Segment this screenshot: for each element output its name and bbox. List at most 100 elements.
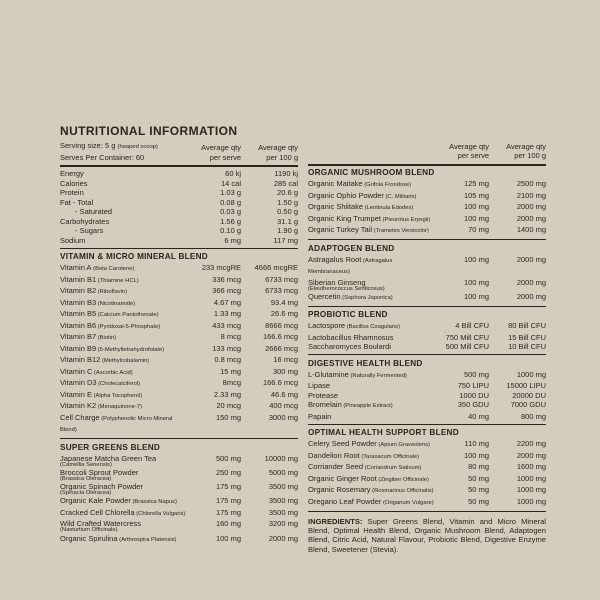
row-note: (Cholecalciferol) xyxy=(96,381,141,387)
table-row: Lipase 750 LIPU 15000 LIPU xyxy=(308,381,546,391)
section-title: VITAMIN & MICRO MINERAL BLEND xyxy=(60,252,208,261)
section: Energy 60 kj 1190 kj Calories 14 cal 285 cal P… xyxy=(60,169,298,245)
row-value-per-serve: 100 mg xyxy=(463,450,489,460)
right-column-header: Average qty per serve Average qty per 10… xyxy=(308,142,546,166)
row-value-per-serve: 105 mg xyxy=(463,190,489,200)
row-note: (Trametes Versicolor) xyxy=(372,228,429,234)
row-name: Lipase xyxy=(308,381,331,391)
table-row: Corriander Seed (Coriandrum Sativum) 80 m… xyxy=(308,462,546,474)
row-value-per-100g: 20.6 g xyxy=(277,188,298,197)
section: ORGANIC MUSHROOM BLEND Organic Maitake (G… xyxy=(308,168,546,237)
title-spacer xyxy=(308,124,546,142)
row-name: Corriander Seed (Coriandrum Sativum) xyxy=(308,462,422,472)
row-name: Celery Seed Powder (Apium Graveolens) xyxy=(308,439,430,449)
table-row: Organic Kale Powder (Brassica Napus) 175 … xyxy=(60,496,298,508)
section-title: SUPER GREENS BLEND xyxy=(60,442,161,452)
table-row: Broccoli Sprout Powder (Brassica Oleracea… xyxy=(60,468,298,482)
table-row: Bromelain (Pineapple Extract) 350 GDU 7000… xyxy=(308,400,546,412)
row-value-per-serve: 750 Mill CFU xyxy=(445,332,489,342)
row-value-per-serve: 350 GDU xyxy=(457,400,489,410)
row-note: (Arthrospira Platensis) xyxy=(117,536,177,543)
row-value-per-100g: 16 mcg xyxy=(273,355,298,364)
table-row: Vitamin B5 (Calcium Pantothenate) 1.33 mg… xyxy=(60,309,298,321)
table-row: Energy 60 kj 1190 kj xyxy=(60,169,298,179)
row-name: Lactobacillus Rhamnosus xyxy=(308,332,394,342)
section-rows: Lactospore (Bacillus Coagulans) 4 Bill CF… xyxy=(308,321,546,352)
row-value-per-serve: 110 mg xyxy=(464,439,489,449)
row-name: Wild Crafted Watercress (Nasturtium Offic… xyxy=(60,519,189,533)
section-divider xyxy=(308,423,546,425)
table-row: Organic Ginger Root (Zingiber Officinale… xyxy=(308,474,546,486)
table-row: Calories 14 cal 285 cal xyxy=(60,179,298,189)
row-value-per-100g: 6733 mcg xyxy=(265,286,298,295)
table-row: Vitamin D3 (Cholecalciferol) 8mcg 166.6 mc… xyxy=(60,378,298,390)
row-name: Vitamin B5 (Calcium Pantothenate) xyxy=(60,309,159,318)
row-value-per-serve: 366 mcg xyxy=(212,286,241,295)
left-column: NUTRITIONAL INFORMATION Serving size: 5 … xyxy=(60,124,298,554)
row-value-per-serve: 60 kj xyxy=(225,169,241,178)
row-name: Vitamin B7 (Biotin) xyxy=(60,332,117,341)
section: OPTIMAL HEALTH SUPPORT BLEND Celery Seed … xyxy=(308,428,546,508)
row-name: Sodium xyxy=(60,235,86,245)
row-value-per-serve: 100 mg xyxy=(463,202,489,211)
section-title: DIGESTIVE HEALTH BLEND xyxy=(308,358,423,368)
row-value-per-serve: 2.33 mg xyxy=(213,389,241,399)
row-name: Saccharomyces Boulardi xyxy=(308,342,391,352)
row-value-per-serve: 50 mg xyxy=(468,496,489,506)
row-note: (Pyridoxal-5-Phosphate) xyxy=(96,323,161,330)
row-note: (Biotin) xyxy=(96,335,117,341)
qty-per-100g-header: Average qty per 100 g xyxy=(506,141,546,161)
section-title: PROBIOTIC BLEND xyxy=(308,310,388,320)
row-note: (Coriandrum Sativum) xyxy=(363,465,422,472)
row-note: (Nasturtium Officinale) xyxy=(60,527,118,534)
row-value-per-100g: 46.6 mg xyxy=(270,389,298,399)
row-value-per-100g: 1.90 g xyxy=(277,226,298,235)
table-row: Vitamin B3 (Nicotinamide) 4.67 mg 93.4 mg xyxy=(60,298,298,310)
right-sections: ORGANIC MUSHROOM BLEND Organic Maitake (G… xyxy=(308,168,546,508)
row-name: Vitamin B2 (Riboflavin) xyxy=(60,286,128,295)
row-value-per-serve: 250 mg xyxy=(215,467,241,477)
row-note: (Pineapple Extract) xyxy=(341,403,393,410)
row-value-per-serve: 100 mg xyxy=(215,533,241,543)
row-value-per-serve: 8 mcg xyxy=(220,332,241,341)
row-note: (5-Methyltetrahydrofolate) xyxy=(96,346,165,353)
row-value-per-100g: 7000 GDU xyxy=(510,400,546,410)
table-row: Carbohydrates 1.56 g 31.1 g xyxy=(60,217,298,227)
table-row: Vitamin C (Ascorbic Acid) 15 mg 300 mg xyxy=(60,367,298,379)
row-value-per-100g: 285 cal xyxy=(273,178,298,188)
serves-per-container: Serves Per Container: 60 xyxy=(60,152,145,162)
row-name: Cell Charge (Polyphenolic Micro Mineral … xyxy=(60,412,173,434)
row-value-per-serve: 14 cal xyxy=(220,178,241,188)
row-value-per-100g: 1190 kj xyxy=(274,169,298,178)
row-name: Vitamin B12 (Methylcobalamin) xyxy=(60,355,150,364)
table-row: Sodium 6 mg 117 mg xyxy=(60,236,298,246)
serving-info: Serving size: 5 g (heaped scoop) Serves … xyxy=(60,141,189,162)
row-value-per-serve: 20 mcg xyxy=(216,401,241,410)
row-note: (Brassica Oleracea) xyxy=(60,475,112,482)
row-value-per-100g: 2000 mg xyxy=(516,213,546,223)
row-name: L-Glutamine (Naturally Fermented) xyxy=(308,369,407,379)
row-value-per-serve: 1.03 g xyxy=(220,188,241,197)
table-row: Protein 1.03 g 20.6 g xyxy=(60,188,298,198)
row-value-per-100g: 2000 mg xyxy=(516,277,546,287)
table-row: - Sugars 0.10 g 1.90 g xyxy=(60,226,298,236)
row-value-per-100g: 1600 mg xyxy=(516,462,546,472)
row-name: Vitamin K2 (Menaquinone-7) xyxy=(60,401,142,410)
row-name: Bromelain (Pineapple Extract) xyxy=(308,400,393,410)
section-title: OPTIMAL HEALTH SUPPORT BLEND xyxy=(308,428,459,438)
row-name: Vitamin B9 (5-Methyltetrahydrofolate) xyxy=(60,343,165,353)
table-row: Vitamin B2 (Riboflavin) 366 mcg 6733 mcg xyxy=(60,286,298,298)
section-rows: Energy 60 kj 1190 kj Calories 14 cal 285 cal P… xyxy=(60,169,298,245)
row-name: Organic King Trumpet (Pleurotus Eryngii) xyxy=(308,213,431,223)
section-title: ORGANIC MUSHROOM BLEND xyxy=(308,168,435,177)
row-value-per-serve: 175 mg xyxy=(215,507,241,517)
qty-per-serve-header: Average qty per serve xyxy=(201,143,241,162)
row-value-per-100g: 117 mg xyxy=(273,235,298,245)
row-name: Organic Kale Powder (Brassica Napus) xyxy=(60,496,177,506)
row-value-per-100g: 8666 mcg xyxy=(265,320,298,330)
table-row: Fat - Total 0.08 g 1.50 g xyxy=(60,198,298,208)
row-value-per-100g: 2500 mg xyxy=(516,179,546,188)
row-value-per-serve: 4.67 mg xyxy=(213,297,241,307)
row-note: (Nicotinamide) xyxy=(96,300,136,307)
row-name: Energy xyxy=(60,169,84,178)
